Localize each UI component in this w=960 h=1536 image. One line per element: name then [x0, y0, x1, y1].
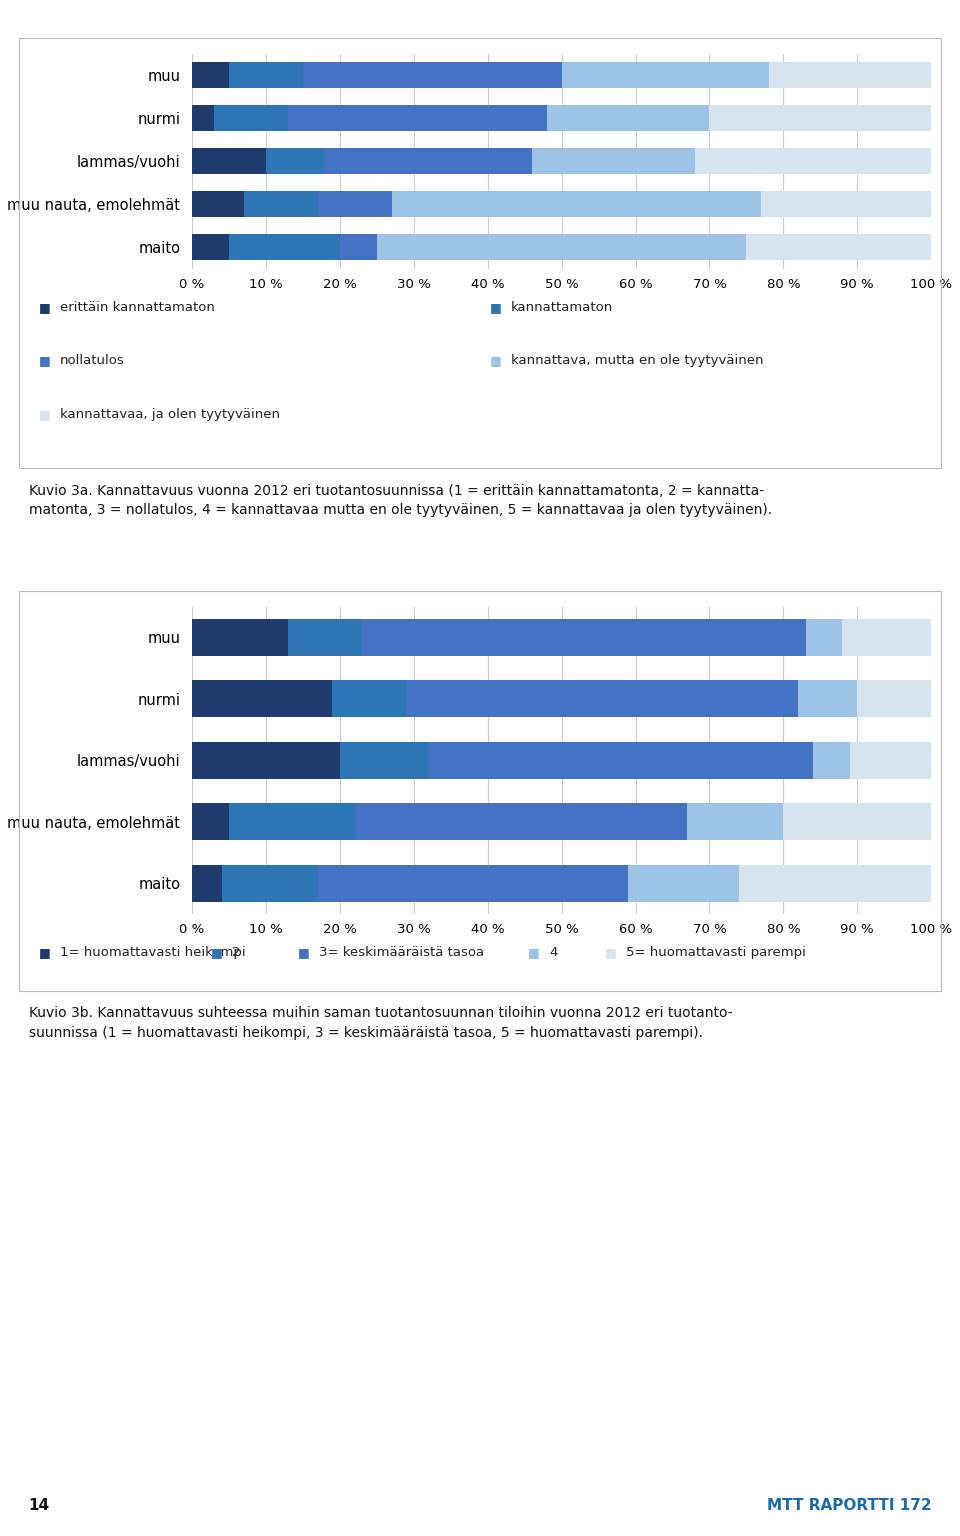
Bar: [769, 63, 931, 88]
Bar: [850, 742, 931, 779]
Bar: [354, 803, 687, 840]
Text: kannattamaton: kannattamaton: [511, 301, 613, 313]
Bar: [214, 106, 288, 131]
Text: ■: ■: [298, 946, 309, 958]
Bar: [325, 149, 532, 174]
Text: kannattavaa, ja olen tyytyväinen: kannattavaa, ja olen tyytyväinen: [60, 409, 279, 421]
Bar: [362, 619, 805, 656]
Bar: [192, 680, 332, 717]
Text: 5= huomattavasti parempi: 5= huomattavasti parempi: [626, 946, 805, 958]
Bar: [192, 192, 244, 217]
Text: 4: 4: [549, 946, 558, 958]
Bar: [288, 106, 547, 131]
Bar: [228, 803, 354, 840]
Text: ■: ■: [528, 946, 540, 958]
Bar: [532, 149, 695, 174]
Bar: [761, 192, 931, 217]
Bar: [709, 106, 931, 131]
Bar: [783, 803, 931, 840]
Text: 3= keskimääräistä tasoa: 3= keskimääräistä tasoa: [319, 946, 484, 958]
Bar: [562, 63, 769, 88]
Text: ■: ■: [490, 301, 501, 313]
Bar: [628, 865, 739, 902]
Text: MTT RAPORTTI 172: MTT RAPORTTI 172: [767, 1498, 931, 1513]
Bar: [392, 192, 761, 217]
Bar: [303, 63, 562, 88]
Bar: [228, 235, 340, 260]
Text: ■: ■: [605, 946, 616, 958]
Bar: [192, 865, 222, 902]
Bar: [340, 235, 376, 260]
Text: ■: ■: [38, 946, 50, 958]
Bar: [192, 742, 340, 779]
Bar: [747, 235, 931, 260]
Text: kannattava, mutta en ole tyytyväinen: kannattava, mutta en ole tyytyväinen: [511, 355, 763, 367]
Bar: [739, 865, 931, 902]
Bar: [695, 149, 931, 174]
Bar: [266, 149, 325, 174]
Bar: [192, 235, 228, 260]
Bar: [192, 619, 288, 656]
Text: ■: ■: [38, 355, 50, 367]
Bar: [547, 106, 709, 131]
Text: ■: ■: [211, 946, 223, 958]
Text: Kuvio 3b. Kannattavuus suhteessa muihin saman tuotantosuunnan tiloihin vuonna 20: Kuvio 3b. Kannattavuus suhteessa muihin …: [29, 1006, 732, 1040]
Text: 1= huomattavasti heikompi: 1= huomattavasti heikompi: [60, 946, 245, 958]
Text: nollatulos: nollatulos: [60, 355, 124, 367]
Text: ■: ■: [38, 409, 50, 421]
Bar: [798, 680, 857, 717]
Text: Kuvio 3a. Kannattavuus vuonna 2012 eri tuotantosuunnissa (1 = erittäin kannattam: Kuvio 3a. Kannattavuus vuonna 2012 eri t…: [29, 484, 772, 518]
Text: erittäin kannattamaton: erittäin kannattamaton: [60, 301, 214, 313]
Bar: [318, 865, 628, 902]
Bar: [222, 865, 318, 902]
Bar: [813, 742, 850, 779]
Text: 2: 2: [232, 946, 241, 958]
Bar: [244, 192, 318, 217]
Text: ■: ■: [38, 301, 50, 313]
Bar: [857, 680, 931, 717]
Text: ■: ■: [490, 355, 501, 367]
Bar: [228, 63, 303, 88]
Bar: [340, 742, 428, 779]
Bar: [406, 680, 798, 717]
Bar: [376, 235, 746, 260]
Bar: [192, 106, 214, 131]
Text: 14: 14: [29, 1498, 50, 1513]
Bar: [805, 619, 843, 656]
Bar: [687, 803, 783, 840]
Bar: [843, 619, 931, 656]
Bar: [318, 192, 392, 217]
Bar: [192, 803, 228, 840]
Bar: [332, 680, 406, 717]
Bar: [288, 619, 362, 656]
Bar: [428, 742, 813, 779]
Bar: [192, 63, 228, 88]
Bar: [192, 149, 266, 174]
